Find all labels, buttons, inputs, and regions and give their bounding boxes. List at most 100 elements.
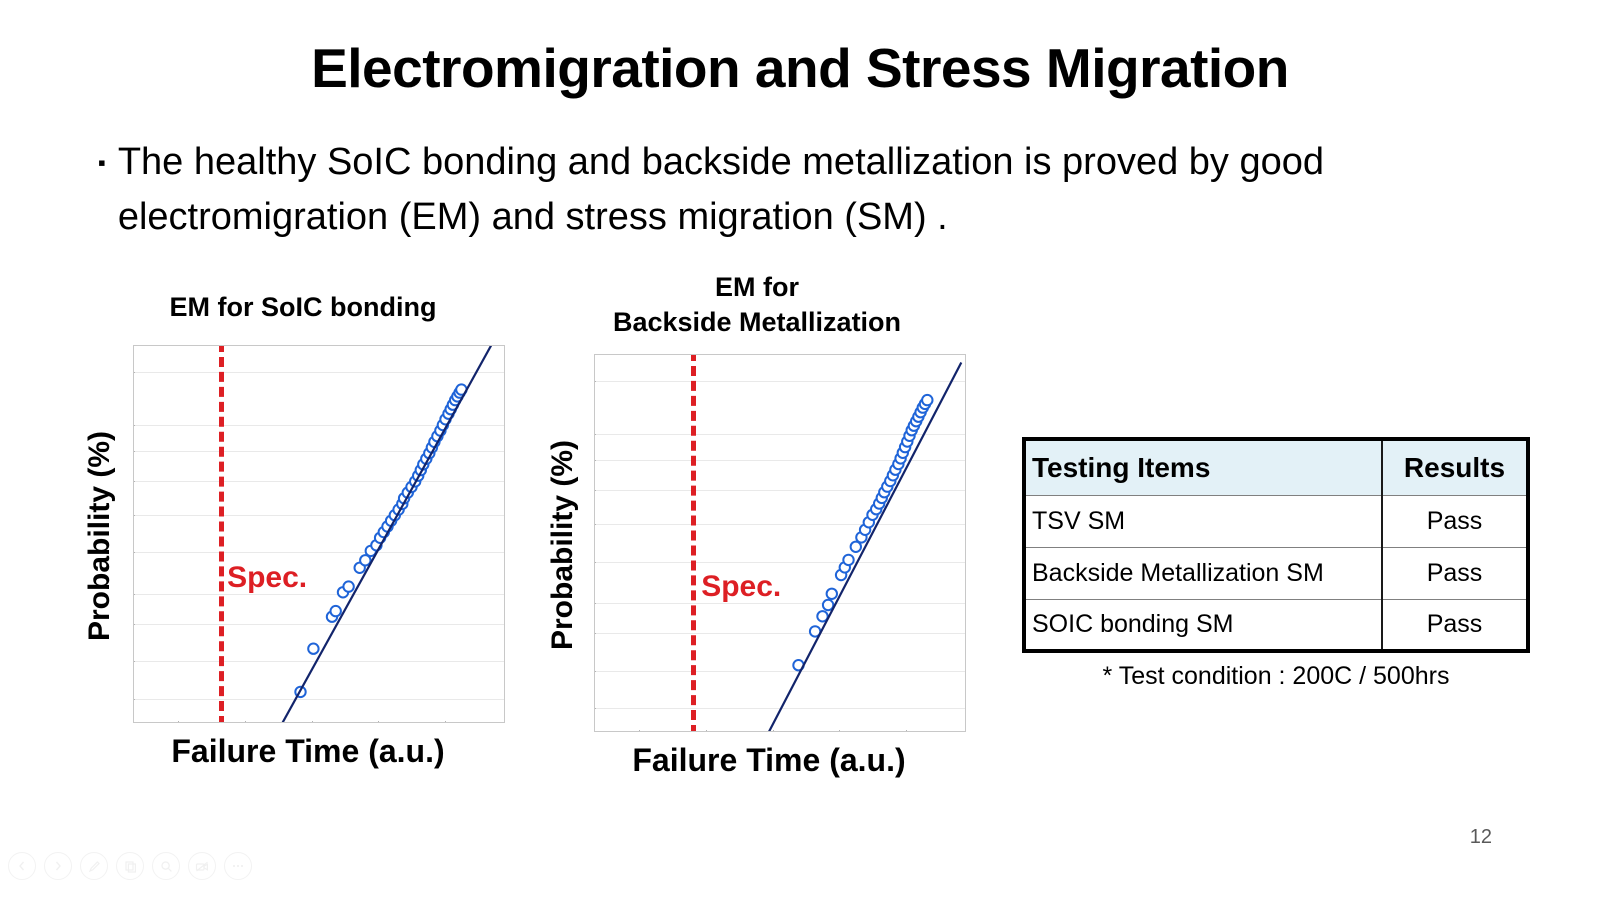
x-axis-tick (839, 730, 841, 732)
page-number: 12 (1469, 826, 1492, 848)
chart2-title: EM for Backside Metallization (542, 270, 972, 339)
fit-line (768, 362, 963, 732)
gridline (134, 424, 504, 426)
gridline (134, 623, 504, 625)
chart2-y-axis-label-text: Probability (%) (546, 440, 580, 651)
y-axis-tick (595, 434, 596, 436)
copy-icon[interactable] (116, 852, 144, 880)
chart-em-backside-metallization: EM for Backside Metallization Probabilit… (538, 270, 978, 830)
chart2-title-line1: EM for (715, 272, 799, 302)
test-condition-note: * Test condition : 200C / 500hrs (1102, 662, 1450, 690)
fit-line (281, 345, 493, 722)
y-axis-tick (595, 561, 596, 563)
table-cell-result: Pass (1381, 598, 1528, 652)
y-axis-tick (134, 480, 135, 482)
gridline (595, 434, 965, 436)
y-axis-tick (134, 450, 135, 452)
y-axis-tick (595, 708, 596, 710)
gridline (595, 670, 965, 672)
x-axis-tick (639, 730, 641, 732)
table-row: SOIC bonding SM Pass (1024, 598, 1528, 652)
table-row: TSV SM Pass (1024, 494, 1528, 548)
table-cell-result: Pass (1381, 546, 1528, 600)
camera-off-icon[interactable] (188, 852, 216, 880)
y-axis-tick (134, 514, 135, 516)
table-header-results: Results (1381, 438, 1528, 496)
gridline (595, 524, 965, 526)
y-axis-tick (595, 633, 596, 635)
chart1-y-axis-label: Probability (%) (73, 345, 127, 727)
y-axis-tick (595, 603, 596, 605)
presentation-toolbar[interactable] (8, 852, 252, 880)
table-cell-testing-item: TSV SM (1024, 494, 1382, 548)
chart2-title-line2: Backside Metallization (612, 306, 902, 337)
spec-limit-line (691, 355, 697, 732)
x-axis-tick (378, 720, 380, 722)
x-axis-tick (706, 730, 707, 732)
gridline (134, 593, 504, 595)
data-point-marker (921, 393, 934, 407)
gridline (595, 490, 965, 492)
x-axis-tick (905, 730, 907, 732)
data-point-marker (849, 540, 862, 554)
gridline (595, 603, 965, 605)
x-axis-tick (178, 720, 180, 722)
chart-series-layer (768, 362, 963, 732)
y-axis-tick (595, 524, 596, 526)
table-header-testing-items: Testing Items (1024, 438, 1382, 496)
x-axis-tick (772, 730, 774, 732)
gridline (595, 381, 965, 383)
y-axis-tick (595, 460, 596, 462)
table-header-row: Testing Items Results (1024, 438, 1528, 496)
y-axis-tick (134, 593, 135, 595)
chart1-x-axis-label: Failure Time (a.u.) (171, 732, 445, 769)
chart2-x-axis-label: Failure Time (a.u.) (632, 742, 906, 779)
square-bullet-icon: ▪ (98, 150, 106, 175)
data-point-marker (342, 579, 355, 593)
chart2-plot-area: Spec. (594, 354, 966, 733)
gridline (595, 561, 965, 563)
gridline (134, 371, 504, 373)
y-axis-tick (134, 661, 135, 663)
gridline (134, 450, 504, 452)
gridline (134, 661, 504, 663)
chart1-plot-area: Spec. (133, 344, 505, 723)
spec-limit-line (219, 345, 225, 722)
gridline (595, 460, 965, 462)
gridline (595, 633, 965, 635)
gridline (134, 552, 504, 554)
data-point-marker (359, 553, 372, 567)
y-axis-tick (595, 490, 596, 492)
page-title: Electromigration and Stress Migration (311, 37, 1289, 99)
more-icon[interactable] (224, 852, 252, 880)
data-point-marker (825, 587, 839, 601)
results-table: Testing Items Results TSV SM Pass Backside… (1022, 437, 1530, 653)
spec-limit-label: Spec. (227, 560, 308, 594)
y-axis-tick (134, 371, 135, 373)
spec-limit-label: Spec. (701, 570, 782, 604)
data-point-marker (329, 604, 342, 617)
y-axis-tick (134, 424, 135, 426)
table-row: Backside Metallization SM Pass (1024, 546, 1528, 600)
x-axis-tick (444, 720, 446, 722)
results-table-block: Testing Items Results TSV SM Pass Backside… (1022, 437, 1530, 691)
y-axis-tick (595, 670, 596, 672)
bullet-block: ▪ The healthy SoIC bonding and backside … (98, 135, 1518, 244)
x-axis-tick (245, 720, 246, 722)
search-icon[interactable] (152, 852, 180, 880)
gridline (134, 698, 504, 700)
chart-series-layer (281, 345, 493, 722)
table-cell-testing-item: Backside Metallization SM (1024, 546, 1382, 600)
y-axis-tick (595, 381, 596, 383)
data-point-marker (307, 642, 320, 655)
y-axis-tick (134, 698, 135, 700)
pen-icon[interactable] (80, 852, 108, 880)
chevron-right-icon[interactable] (44, 852, 72, 880)
chart-em-soic-bonding: EM for SoIC bonding Probability (%) Spec… (75, 290, 515, 830)
data-point-marker (816, 610, 829, 623)
y-axis-tick (134, 623, 135, 625)
gridline (134, 514, 504, 516)
chart1-title: EM for SoIC bonding (169, 292, 437, 322)
chevron-left-icon[interactable] (8, 852, 36, 880)
